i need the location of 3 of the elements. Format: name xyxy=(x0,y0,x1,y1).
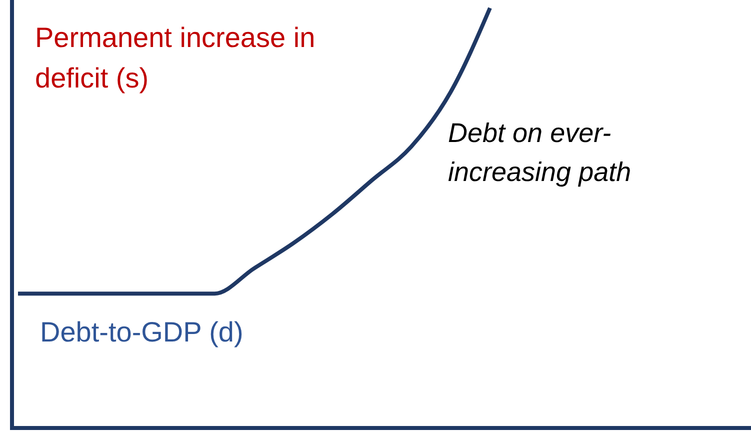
annotation: Debt on ever-increasing path xyxy=(448,118,632,188)
annotation: Permanent increase in deficit (s) xyxy=(35,22,316,94)
series-label: Debt-to-GDP (d) xyxy=(40,316,244,348)
